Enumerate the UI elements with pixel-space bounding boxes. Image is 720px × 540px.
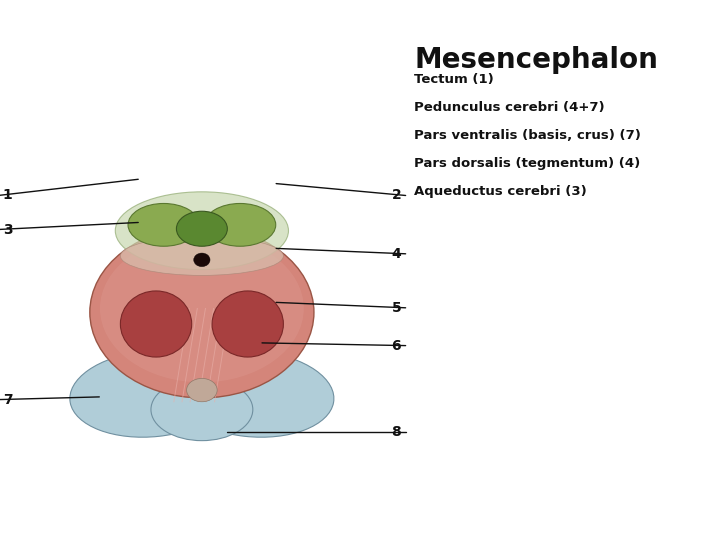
- Ellipse shape: [194, 253, 210, 267]
- Ellipse shape: [115, 192, 289, 269]
- Ellipse shape: [172, 351, 334, 437]
- Ellipse shape: [120, 291, 192, 357]
- Text: Pedunculus cerebri (4+7): Pedunculus cerebri (4+7): [414, 101, 605, 114]
- Text: 8: 8: [392, 425, 401, 439]
- Text: 7: 7: [3, 393, 12, 407]
- Text: Tectum (1): Tectum (1): [414, 73, 494, 86]
- Text: 5: 5: [392, 301, 401, 315]
- Text: 2: 2: [392, 188, 401, 202]
- Ellipse shape: [212, 291, 284, 357]
- Text: 3: 3: [3, 222, 12, 237]
- Ellipse shape: [128, 204, 199, 246]
- Ellipse shape: [100, 234, 304, 382]
- Text: 4: 4: [392, 247, 401, 261]
- Text: 6: 6: [392, 339, 401, 353]
- Ellipse shape: [176, 211, 228, 246]
- Ellipse shape: [186, 379, 217, 402]
- Ellipse shape: [90, 227, 314, 398]
- Ellipse shape: [70, 351, 232, 437]
- Text: Aqueductus cerebri (3): Aqueductus cerebri (3): [414, 185, 587, 198]
- Text: Mesencephalon: Mesencephalon: [414, 46, 658, 74]
- Text: 1: 1: [3, 188, 12, 202]
- Ellipse shape: [120, 237, 284, 275]
- Text: Pars ventralis (basis, crus) (7): Pars ventralis (basis, crus) (7): [414, 129, 641, 142]
- Ellipse shape: [204, 204, 276, 246]
- Ellipse shape: [151, 379, 253, 441]
- Text: Pars dorsalis (tegmentum) (4): Pars dorsalis (tegmentum) (4): [414, 157, 640, 170]
